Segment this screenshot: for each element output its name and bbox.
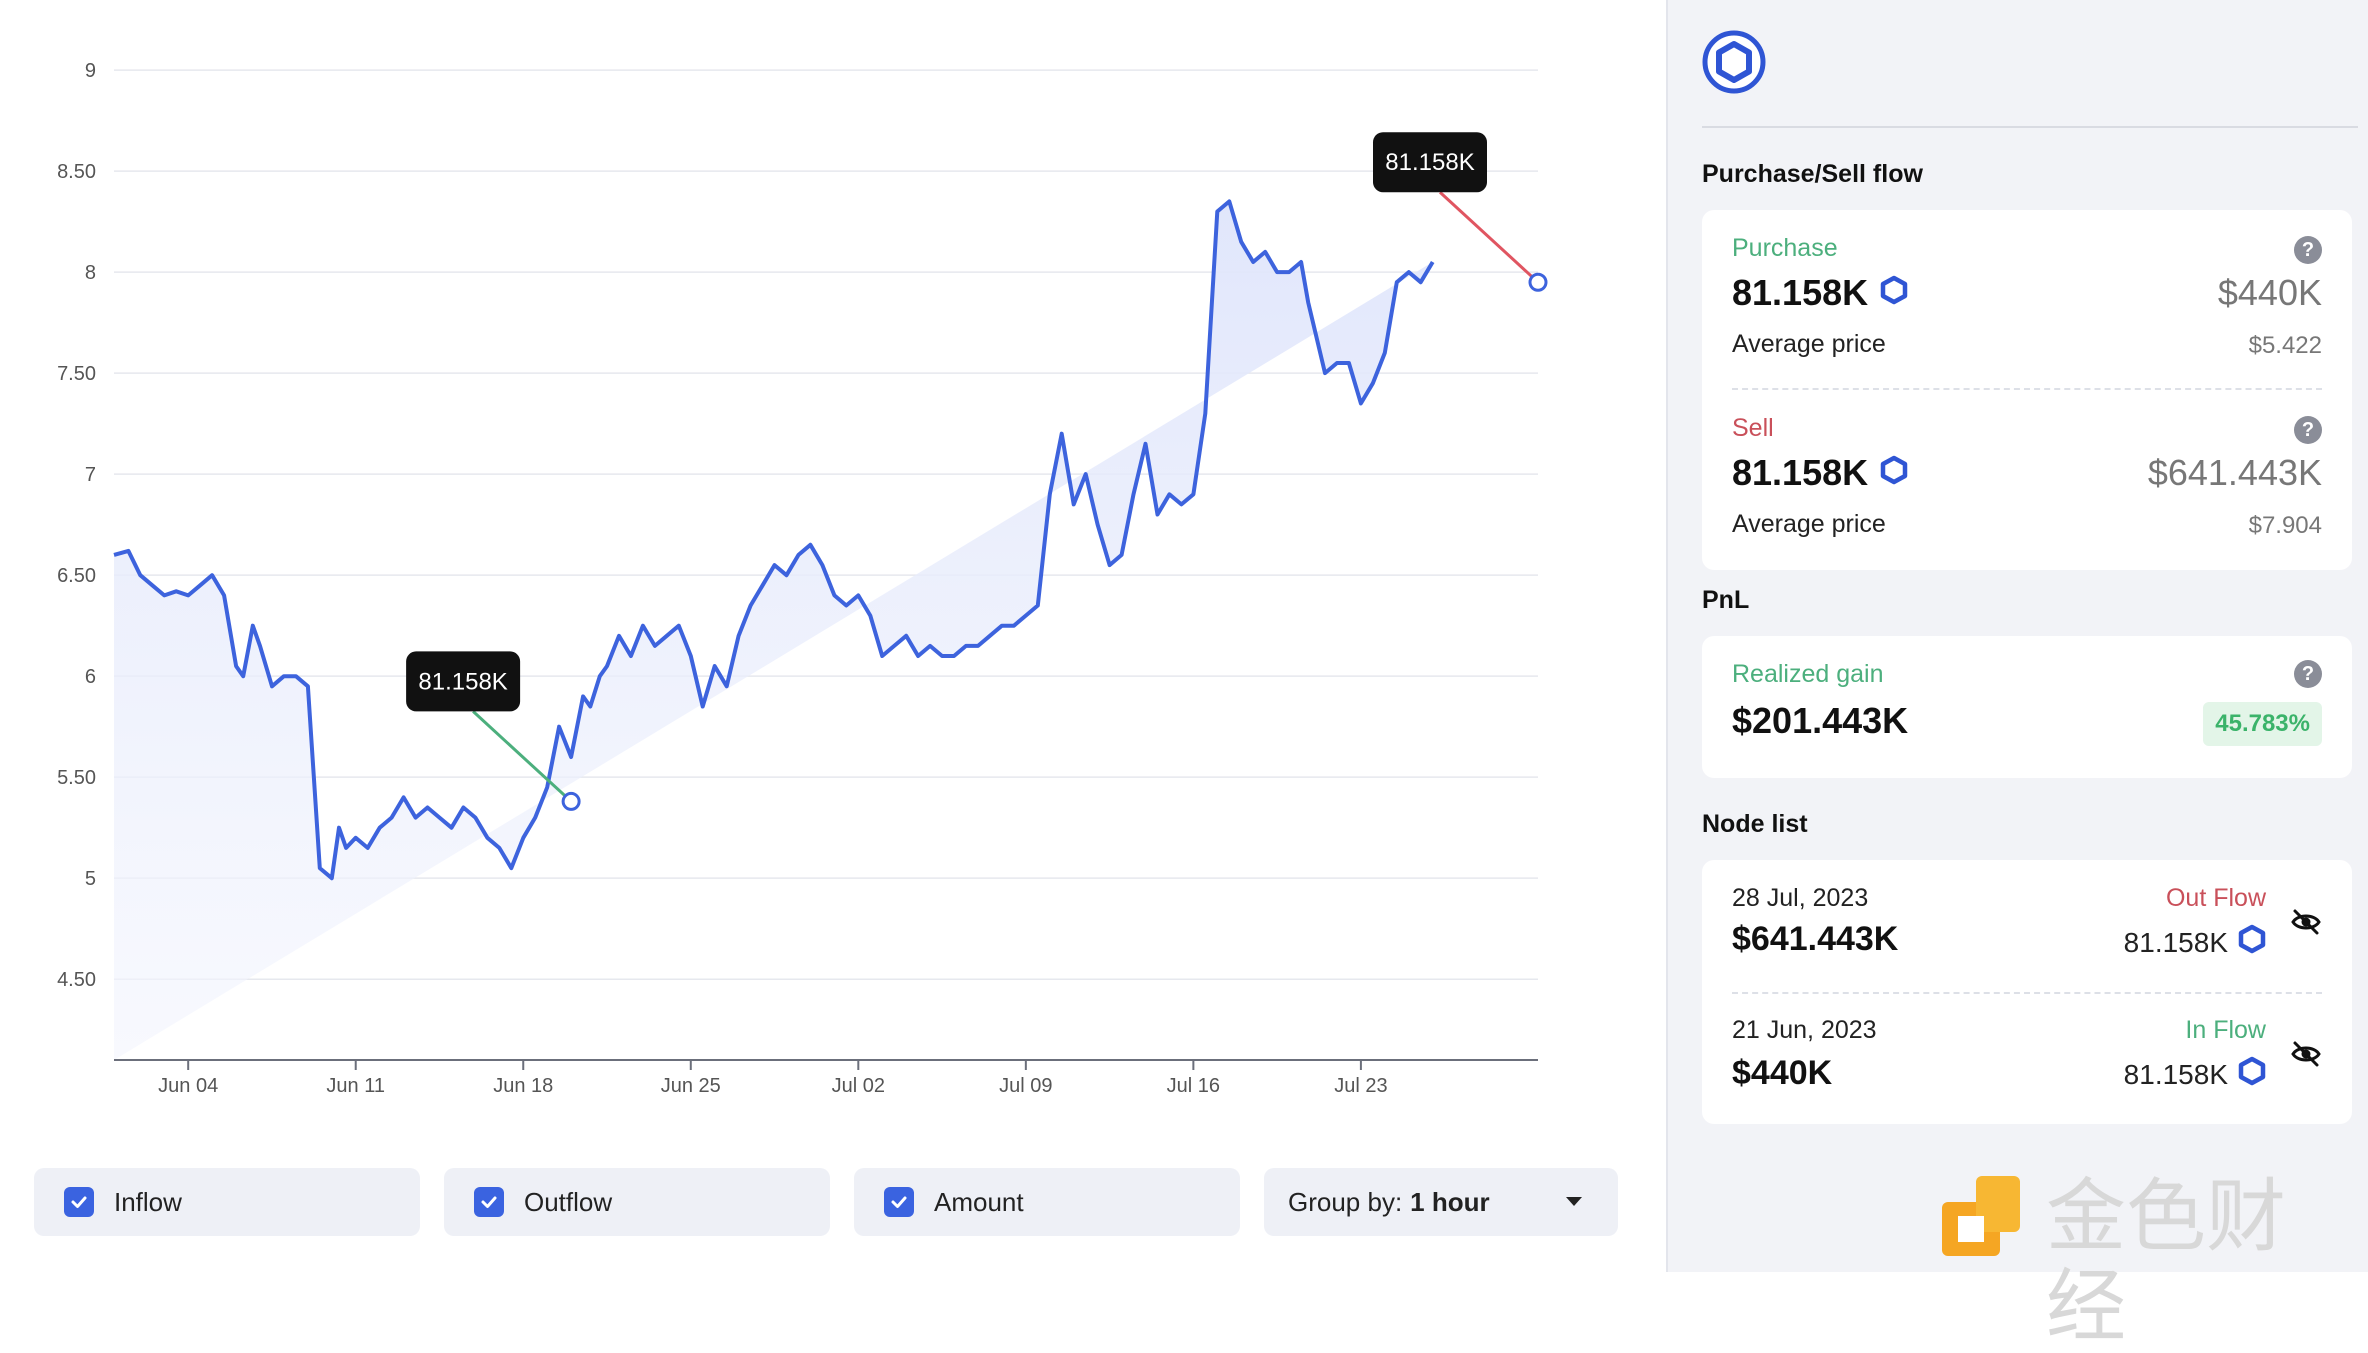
purchase-avg-label: Average price (1732, 330, 1886, 359)
sell-avg-label: Average price (1732, 510, 1886, 539)
chainlink-token-icon (1880, 272, 1908, 314)
x-tick-label: Jun 04 (158, 1075, 218, 1097)
y-tick-label: 9 (85, 60, 96, 82)
area-fill (114, 201, 1433, 1060)
question-icon[interactable]: ? (2294, 236, 2322, 264)
marker-label: 81.158K (418, 668, 507, 695)
watermark-text: 金色财经 (2046, 1172, 2356, 1352)
eye-off-icon[interactable] (2290, 906, 2322, 943)
node-date: 21 Jun, 2023 (1732, 1016, 1877, 1045)
marker-callout[interactable]: 81.158K (1373, 132, 1546, 290)
node-amount: 81.158K (2124, 927, 2228, 959)
pnl-card: Realized gain ? $201.443K 45.783% (1702, 636, 2352, 778)
y-tick-label: 8 (85, 262, 96, 284)
y-tick-label: 5.50 (57, 767, 96, 789)
sell-label: Sell (1732, 414, 1774, 443)
right-panel: Purchase/Sell flow Purchase ? 81.158K $4… (1666, 0, 2368, 1272)
purchase-usd: $440K (2218, 272, 2322, 314)
realized-gain-value: $201.443K (1732, 700, 1908, 742)
marker-label: 81.158K (1385, 149, 1474, 176)
y-tick-label: 7.50 (57, 363, 96, 385)
outflow-label: Outflow (524, 1187, 612, 1218)
x-tick-label: Jul 16 (1167, 1075, 1220, 1097)
y-tick-label: 5 (85, 868, 96, 890)
node-flow-type: Out Flow (2166, 884, 2266, 913)
series-line-layer (114, 0, 1538, 878)
marker-callout[interactable]: 81.158K (406, 651, 579, 809)
x-axis: Jun 04 Jun 11 Jun 18 Jun 25 Jul 02 Jul 09 Jul … (114, 1060, 1538, 1097)
check-icon (64, 1187, 94, 1217)
x-tick-label: Jul 23 (1334, 1075, 1387, 1097)
purchase-amount-row: 81.158K (1732, 272, 1908, 314)
panel-divider (1702, 126, 2358, 128)
y-tick-label: 6 (85, 666, 96, 688)
sell-usd: $641.443K (2148, 452, 2322, 494)
outflow-toggle[interactable]: Outflow (444, 1168, 830, 1236)
y-tick-label: 8.50 (57, 161, 96, 183)
grid-lines (114, 70, 1538, 979)
node-usd: $440K (1732, 1054, 1832, 1093)
purchase-label: Purchase (1732, 234, 1838, 263)
amount-label: Amount (934, 1187, 1024, 1218)
sell-avg-value: $7.904 (2249, 512, 2322, 540)
eye-off-icon[interactable] (2290, 1038, 2322, 1075)
watermark-mark-icon (1936, 1172, 2026, 1262)
node-list-card: 28 Jul, 2023 $641.443K Out Flow 81.158K … (1702, 860, 2352, 1124)
sell-amount-row: 81.158K (1732, 452, 1908, 494)
y-axis: 9 8.50 8 7.50 7 6.50 6 5.50 5 4.50 (57, 60, 96, 991)
pnl-section-title: PnL (1702, 586, 1749, 615)
series-area (114, 201, 1433, 1060)
inflow-toggle[interactable]: Inflow (34, 1168, 420, 1236)
check-icon (884, 1187, 914, 1217)
group-by-label: Group by: (1288, 1187, 1402, 1218)
marker-connector (1440, 192, 1538, 282)
marker-layer: 81.158K 81.158K (406, 132, 1546, 809)
chainlink-token-icon (1880, 452, 1908, 494)
x-tick-label: Jun 25 (661, 1075, 721, 1097)
x-tick-label: Jun 11 (326, 1075, 385, 1097)
node-flow-type: In Flow (2185, 1016, 2266, 1045)
node-amount-row: 81.158K (2124, 1056, 2266, 1093)
question-icon[interactable]: ? (2294, 416, 2322, 444)
y-tick-label: 4.50 (57, 969, 96, 991)
watermark-logo: 金色财经 (1936, 1172, 2356, 1262)
marker-point[interactable] (563, 793, 579, 809)
purchase-sell-card: Purchase ? 81.158K $440K Average price $… (1702, 210, 2352, 570)
node-date: 28 Jul, 2023 (1732, 884, 1868, 913)
gain-percent-badge: 45.783% (2203, 702, 2322, 746)
node-amount: 81.158K (2124, 1059, 2228, 1091)
x-tick-label: Jul 09 (999, 1075, 1052, 1097)
group-by-value: 1 hour (1410, 1187, 1489, 1218)
chainlink-token-icon (2238, 1056, 2266, 1093)
group-by-select[interactable]: Group by: 1 hour (1264, 1168, 1618, 1236)
y-tick-label: 7 (85, 464, 96, 486)
sell-amount: 81.158K (1732, 452, 1868, 494)
node-amount-row: 81.158K (2124, 924, 2266, 961)
node-divider (1732, 992, 2322, 994)
inflow-label: Inflow (114, 1187, 182, 1218)
purchase-avg-value: $5.422 (2249, 332, 2322, 360)
marker-point[interactable] (1530, 274, 1546, 290)
amount-toggle[interactable]: Amount (854, 1168, 1240, 1236)
chainlink-hexagon-icon (1702, 30, 1766, 94)
purchase-amount: 81.158K (1732, 272, 1868, 314)
node-usd: $641.443K (1732, 920, 1898, 959)
check-icon (474, 1187, 504, 1217)
question-icon[interactable]: ? (2294, 660, 2322, 688)
x-tick-label: Jun 18 (493, 1075, 553, 1097)
chainlink-token-icon (2238, 924, 2266, 961)
y-tick-label: 6.50 (57, 565, 96, 587)
flow-section-title: Purchase/Sell flow (1702, 160, 1923, 189)
realized-gain-label: Realized gain (1732, 660, 1884, 689)
card-divider (1732, 388, 2322, 390)
caret-down-icon (1566, 1197, 1582, 1206)
x-tick-label: Jul 02 (832, 1075, 885, 1097)
node-list-title: Node list (1702, 810, 1808, 839)
